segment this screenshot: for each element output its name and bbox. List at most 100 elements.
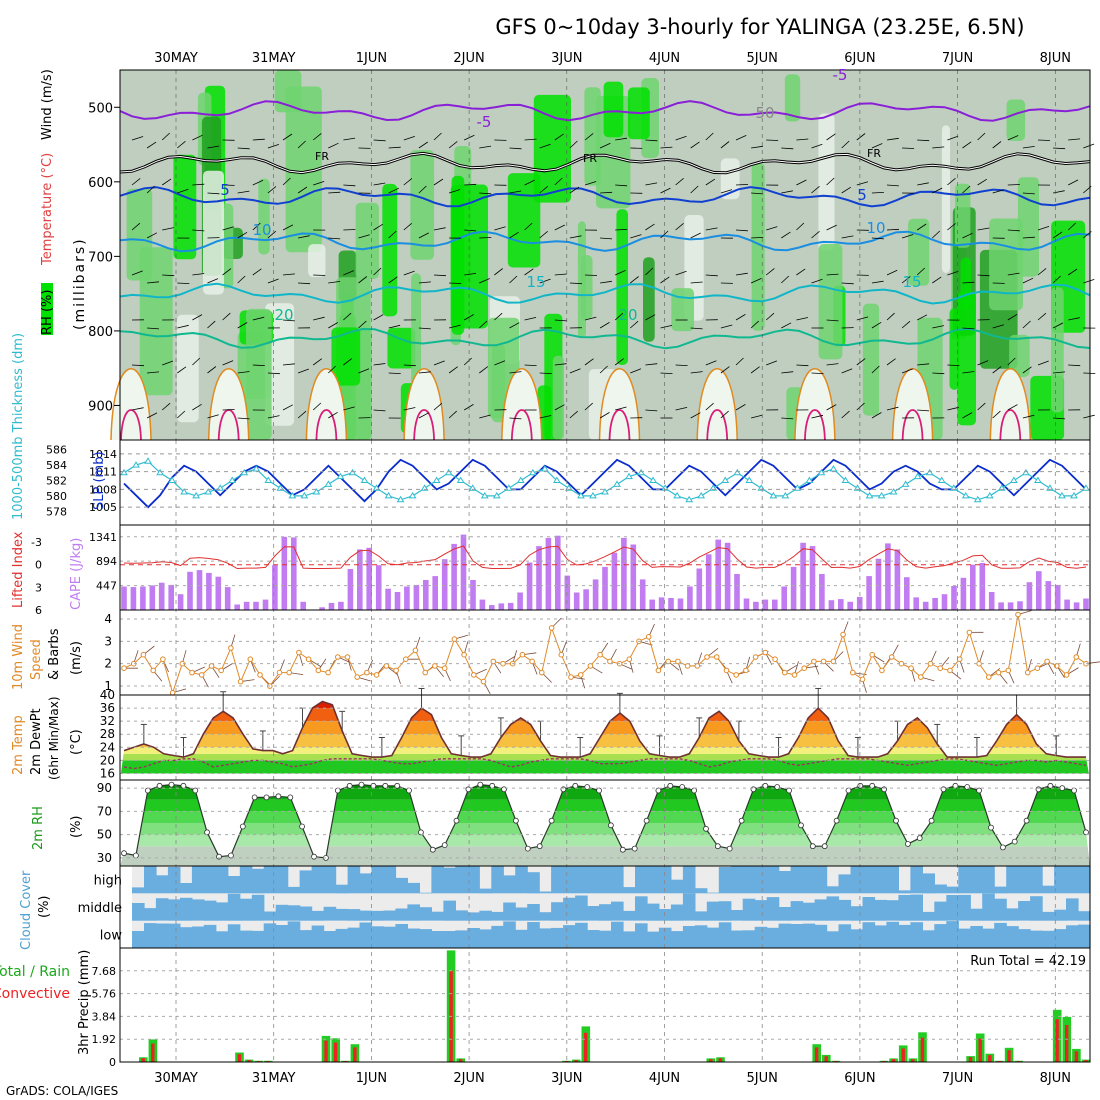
cape-bar	[385, 588, 391, 610]
rh-point	[869, 782, 876, 789]
cloud-cell-middle	[491, 911, 504, 921]
rh-point	[216, 853, 222, 860]
wind-barb	[403, 407, 416, 411]
precip-tick-label: 1.92	[92, 1033, 117, 1046]
rh-point	[453, 817, 460, 824]
rh-axis-label-1: 2m RH	[31, 806, 46, 850]
wind-barb	[297, 186, 308, 194]
wind-barb	[599, 322, 610, 329]
wind-barb	[373, 314, 384, 321]
wind-barb	[524, 317, 537, 321]
wind-barb	[569, 368, 581, 374]
wind-barb	[645, 314, 656, 321]
cloud-cell-middle	[503, 902, 516, 921]
wind-speed-point	[966, 629, 973, 636]
wind-barb	[464, 229, 477, 232]
wind-barb	[282, 404, 293, 411]
temp-tick-label: 36	[100, 701, 115, 715]
wind-barb	[841, 186, 852, 194]
thickness-point	[384, 491, 393, 499]
chart-title: GFS 0~10day 3-hourly for YALINGA (23.25E…	[495, 15, 1024, 39]
wind-speed-point	[713, 654, 720, 660]
rh-point	[406, 787, 412, 794]
wind-barb	[932, 372, 945, 375]
cape-bar	[536, 546, 542, 610]
cape-bar	[479, 599, 486, 610]
thickness-point	[589, 491, 597, 499]
wind-barb	[690, 281, 703, 284]
cloud-cell-middle	[1054, 909, 1067, 921]
wind-axis-label-4: (m/s)	[69, 641, 84, 675]
wind-barb	[1007, 404, 1018, 411]
date-label-bottom: 30MAY	[154, 1071, 198, 1086]
wind-barb	[297, 410, 307, 419]
thickness-point	[685, 495, 694, 503]
cloud-cell-low	[1018, 929, 1031, 948]
cloud-cell-middle	[263, 911, 277, 921]
rh-point	[667, 782, 674, 789]
cloud-cell-middle	[982, 893, 995, 921]
wind-barb	[599, 365, 608, 374]
cloud-cell-high	[730, 866, 744, 894]
wind-barb	[1022, 414, 1035, 419]
rh-shading-cell	[552, 355, 564, 440]
cape-bar	[913, 597, 919, 610]
wind-barb	[252, 138, 265, 141]
wind-barb	[750, 278, 762, 284]
wind-barb	[358, 276, 368, 284]
wind-barb	[992, 141, 1002, 149]
wind-speed-point	[393, 667, 399, 674]
wind-barb	[690, 185, 699, 194]
wind-barb	[192, 357, 201, 366]
cape-bar	[932, 598, 938, 610]
rh-shading-cell	[751, 162, 765, 331]
wind-barb	[418, 412, 429, 419]
wind-speed-point	[539, 669, 545, 676]
isotherm-line	[119, 100, 1091, 122]
wind-barb	[207, 366, 217, 374]
rh-point	[263, 794, 270, 801]
thickness-point	[240, 468, 249, 476]
wind-barb	[977, 274, 990, 277]
cloud-cell-middle	[144, 908, 157, 921]
cape-bar	[158, 582, 165, 610]
wind-barb	[237, 322, 248, 329]
precip-legend-total: Total / Rain	[0, 964, 70, 980]
wind-barb	[977, 360, 989, 366]
cloud-cell-low	[1078, 924, 1091, 948]
date-label-bottom: 31MAY	[252, 1071, 296, 1086]
cloud-cell-middle	[838, 899, 852, 921]
cloud-cell-low	[611, 921, 624, 948]
isotherm-label: 15	[902, 273, 921, 291]
wind-barb	[192, 403, 202, 411]
precip-convective-bar	[333, 1042, 338, 1062]
cloud-cell-middle	[287, 905, 301, 921]
isotherm-label: -5	[833, 66, 848, 84]
wind-barb	[901, 368, 913, 374]
slp-tick-label: 1011	[89, 466, 117, 479]
wind-barb	[539, 372, 552, 374]
cloud-cell-low	[227, 924, 241, 948]
cloud-cell-middle	[694, 911, 708, 921]
wind-barb	[192, 314, 203, 321]
li-tick-label: 3	[35, 581, 42, 594]
wind-barb	[146, 232, 158, 239]
thickness-point	[817, 468, 826, 476]
cloud-cell-middle	[778, 907, 792, 921]
wind-speed-point	[276, 669, 283, 676]
wind-barb	[161, 402, 171, 411]
rh-shading-cell	[818, 113, 835, 251]
wind-barb	[1022, 146, 1035, 149]
wind-barb	[1037, 360, 1049, 366]
wind-barb	[796, 317, 808, 321]
wind-barb	[901, 234, 914, 239]
precip-convective-bar	[911, 1059, 915, 1062]
cloud-cell-high	[132, 887, 145, 894]
cloud-cell-low	[934, 924, 947, 948]
wind-barb	[932, 146, 945, 149]
cape-bar	[979, 563, 986, 610]
precip-convective-bar	[1074, 1051, 1079, 1062]
cloud-cell-middle	[994, 898, 1007, 921]
panel-frame-pr	[119, 947, 1091, 1063]
wind-barb	[599, 142, 611, 149]
